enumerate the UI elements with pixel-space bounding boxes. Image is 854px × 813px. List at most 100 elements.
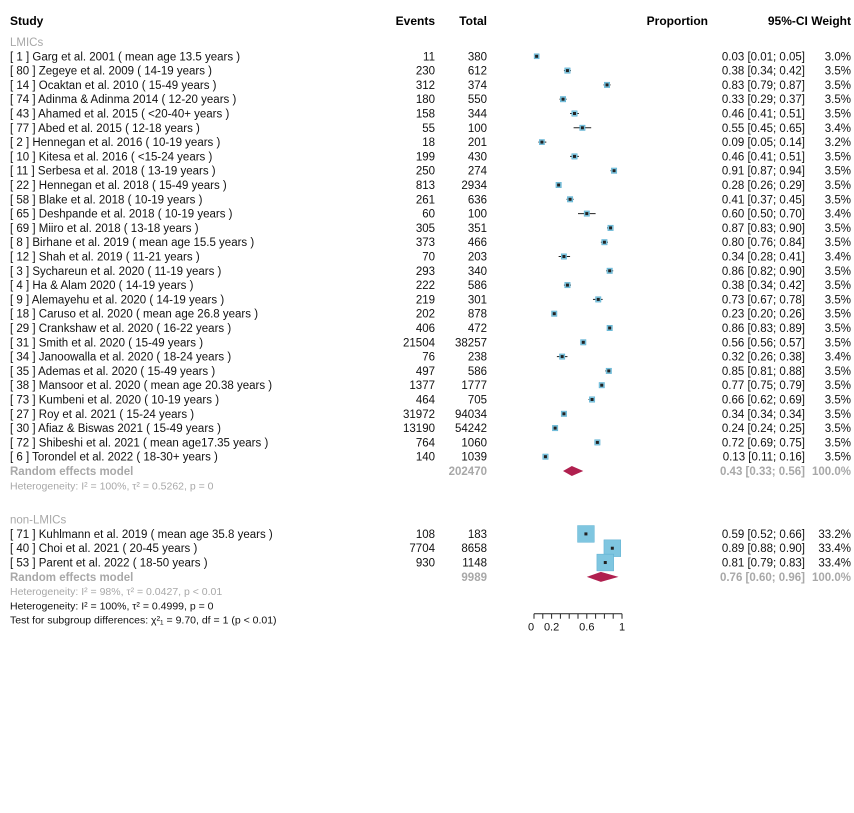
weight-value: 3.5% xyxy=(825,437,851,449)
events-value: 222 xyxy=(416,280,435,292)
events-value: 31972 xyxy=(403,409,435,421)
study-label: [ 73 ] Kumbeni et al. 2020 ( 10-19 years… xyxy=(10,395,219,407)
total-value: 2934 xyxy=(461,180,487,192)
weight-value: 3.5% xyxy=(825,223,851,235)
study-label: [ 40 ] Choi et al. 2021 ( 20-45 years ) xyxy=(10,543,197,555)
study-label: [ 3 ] Sychareun et al. 2020 ( 11-19 year… xyxy=(10,266,222,278)
study-label: [ 58 ] Blake et al. 2018 ( 10-19 years ) xyxy=(10,194,203,206)
events-value: 21504 xyxy=(403,337,436,349)
events-value: 250 xyxy=(416,166,435,178)
study-label: [ 27 ] Roy et al. 2021 ( 15-24 years ) xyxy=(10,409,194,421)
study-label: [ 65 ] Deshpande et al. 2018 ( 10-19 yea… xyxy=(10,209,233,221)
total-value: 100 xyxy=(468,209,487,221)
weight-value: 3.5% xyxy=(825,237,851,249)
ci-value: 0.60 [0.50; 0.70] xyxy=(722,209,805,221)
study-label: [ 29 ] Crankshaw et al. 2020 ( 16-22 yea… xyxy=(10,323,231,335)
total-value: 878 xyxy=(468,309,487,321)
study-label: [ 4 ] Ha & Alam 2020 ( 14-19 years ) xyxy=(10,280,194,292)
study-point xyxy=(560,355,564,359)
weight-value: 33.4% xyxy=(818,543,851,555)
axis-tick-label: 0 xyxy=(528,622,534,634)
study-point xyxy=(612,169,616,173)
study-point xyxy=(580,126,584,130)
ci-value: 0.86 [0.83; 0.89] xyxy=(722,323,805,335)
x-axis: 0 0.2 0.6 1 xyxy=(528,613,625,634)
ci-value: 0.33 [0.29; 0.37] xyxy=(722,94,805,106)
events-value: 140 xyxy=(416,452,435,464)
study-point xyxy=(572,112,576,115)
total-value: 380 xyxy=(468,51,487,63)
group-label: LMICs xyxy=(10,37,43,49)
study-point xyxy=(609,226,613,230)
study-point xyxy=(557,183,561,187)
total-value: 705 xyxy=(468,395,487,407)
weight-value: 3.5% xyxy=(825,280,851,292)
weight-value: 33.2% xyxy=(818,529,851,541)
heterogeneity-text: Heterogeneity: I² = 98%, τ² = 0.0427, p … xyxy=(10,586,222,598)
summary-diamond xyxy=(586,571,619,582)
events-value: 312 xyxy=(416,80,435,92)
events-value: 373 xyxy=(416,237,435,249)
study-label: [ 71 ] Kuhlmann et al. 2019 ( mean age 3… xyxy=(10,529,273,541)
summary-diamond xyxy=(563,466,584,476)
weight-value: 3.5% xyxy=(825,366,851,378)
header-study: Study xyxy=(10,14,44,28)
ci-value: 0.09 [0.05; 0.14] xyxy=(722,137,805,149)
weight-value: 3.0% xyxy=(825,51,851,63)
study-label: [ 2 ] Hennegan et al. 2016 ( 10-19 years… xyxy=(10,137,220,149)
weight-value: 3.5% xyxy=(825,294,851,306)
events-value: 464 xyxy=(416,395,436,407)
weight-value: 3.5% xyxy=(825,80,851,92)
ci-value: 0.24 [0.24; 0.25] xyxy=(722,423,805,435)
ci-value: 0.55 [0.45; 0.65] xyxy=(722,123,805,135)
overall-heterogeneity-text: Heterogeneity: I² = 100%, τ² = 0.4999, p… xyxy=(10,600,214,612)
ci-value: 0.77 [0.75; 0.79] xyxy=(722,380,805,392)
study-label: [ 1 ] Garg et al. 2001 ( mean age 13.5 y… xyxy=(10,51,240,63)
events-value: 55 xyxy=(422,123,435,135)
ci-value: 0.73 [0.67; 0.78] xyxy=(722,294,805,306)
study-point xyxy=(605,83,609,87)
weight-value: 3.2% xyxy=(825,137,851,149)
weight-value: 3.5% xyxy=(825,109,851,121)
ci-value: 0.66 [0.62; 0.69] xyxy=(722,395,805,407)
study-label: [ 43 ] Ahamed et al. 2015 ( <20-40+ year… xyxy=(10,109,229,121)
study-label: [ 38 ] Mansoor et al. 2020 ( mean age 20… xyxy=(10,380,272,392)
ci-value: 0.91 [0.87; 0.94] xyxy=(722,166,805,178)
study-label: [ 35 ] Ademas et al. 2020 ( 15-49 years … xyxy=(10,366,215,378)
ci-value: 0.85 [0.81; 0.88] xyxy=(722,366,805,378)
total-value: 274 xyxy=(468,166,488,178)
summary-label: Random effects model xyxy=(10,466,133,478)
group-label: non-LMICs xyxy=(10,515,66,527)
total-value: 1060 xyxy=(461,437,487,449)
study-label: [ 8 ] Birhane et al. 2019 ( mean age 15.… xyxy=(10,237,254,249)
ci-value: 0.80 [0.76; 0.84] xyxy=(722,237,805,249)
total-value: 9989 xyxy=(461,572,487,584)
weight-value: 3.5% xyxy=(825,380,851,392)
ci-value: 0.28 [0.26; 0.29] xyxy=(722,180,805,192)
ci-value: 0.43 [0.33; 0.56] xyxy=(720,466,805,478)
weight-value: 3.5% xyxy=(825,194,851,206)
weight-value: 3.5% xyxy=(825,94,851,106)
events-value: 305 xyxy=(416,223,435,235)
study-point xyxy=(585,212,589,216)
subgroup-test-text: Test for subgroup differences: χ²₁ = 9.7… xyxy=(10,615,277,627)
ci-value: 0.38 [0.34; 0.42] xyxy=(722,280,805,292)
weight-value: 3.5% xyxy=(825,423,851,435)
total-value: 612 xyxy=(468,66,487,78)
study-point xyxy=(552,312,556,316)
study-label: [ 72 ] Shibeshi et al. 2021 ( mean age17… xyxy=(10,437,268,449)
total-value: 301 xyxy=(468,294,487,306)
ci-value: 0.32 [0.26; 0.38] xyxy=(722,352,805,364)
events-value: 293 xyxy=(416,266,435,278)
axis-tick-label: 0.2 xyxy=(544,622,559,634)
study-point xyxy=(596,297,600,301)
events-value: 406 xyxy=(416,323,435,335)
events-value: 18 xyxy=(422,137,435,149)
study-label: [ 69 ] Miiro et al. 2018 ( 13-18 years ) xyxy=(10,223,199,235)
study-label: [ 34 ] Janoowalla et al. 2020 ( 18-24 ye… xyxy=(10,352,231,364)
study-point xyxy=(543,455,547,459)
study-point xyxy=(581,340,585,344)
study-point xyxy=(568,197,572,201)
study-label: [ 9 ] Alemayehu et al. 2020 ( 14-19 year… xyxy=(10,294,224,306)
weight-value: 3.4% xyxy=(825,209,851,221)
